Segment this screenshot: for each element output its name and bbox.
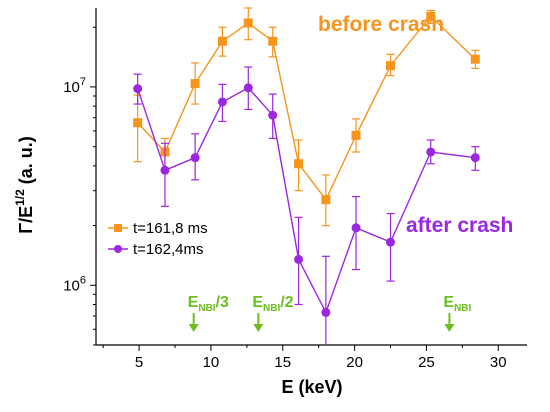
- x-axis-title: E (keV): [281, 377, 342, 397]
- series-1: [133, 7, 480, 227]
- annotation-after-crash: after crash: [406, 214, 513, 237]
- data-point: [190, 153, 200, 163]
- y-axis-title: Γ/E1/2 (a. u.): [13, 136, 36, 234]
- data-point: [243, 83, 253, 93]
- y-tick-label: 106: [63, 274, 86, 294]
- data-point: [217, 97, 227, 107]
- data-point: [243, 18, 253, 28]
- series-line: [137, 15, 476, 202]
- legend-marker-series-2: [114, 245, 122, 253]
- nbi-marker: ENBI/2: [252, 294, 294, 332]
- data-point: [351, 223, 361, 233]
- data-point: [426, 11, 436, 21]
- nbi-arrow-head: [444, 324, 455, 332]
- nbi-markers: ENBI/3 ENBI/2 ENBI: [188, 294, 472, 332]
- plot-frame-layer: [95, 8, 527, 346]
- nbi-label: ENBI: [443, 294, 471, 314]
- data-point: [133, 84, 143, 94]
- nbi-marker: ENBI: [443, 294, 472, 332]
- x-tick-label: 15: [274, 354, 291, 371]
- series-layer: [133, 7, 480, 345]
- data-point: [160, 165, 170, 175]
- legend-label-series-1: t=161,8 ms: [133, 220, 208, 237]
- data-point: [133, 118, 143, 128]
- data-point: [351, 130, 361, 140]
- data-point: [190, 79, 200, 89]
- nbi-arrow-head: [253, 324, 264, 332]
- annotation-before-crash: before crash: [318, 13, 444, 36]
- y-tick-label: 107: [63, 76, 86, 96]
- data-point: [321, 307, 331, 317]
- x-tick-label: 5: [135, 354, 143, 371]
- nbi-arrow-head: [188, 324, 199, 332]
- nbi-label: ENBI/3: [188, 294, 229, 314]
- data-point: [268, 36, 278, 46]
- x-tick-label: 25: [418, 354, 435, 371]
- data-point: [470, 153, 480, 163]
- data-point: [386, 61, 396, 71]
- nbi-marker: ENBI/3: [188, 294, 229, 332]
- data-point: [294, 159, 304, 169]
- x-tick-label: 30: [490, 354, 507, 371]
- y-axis-title-sup: 1/2: [13, 189, 27, 206]
- legend-marker-series-1: [114, 224, 122, 232]
- y-axis-title-unit: (a. u.): [16, 136, 36, 189]
- data-point: [217, 36, 227, 46]
- x-tick-label: 20: [346, 354, 363, 371]
- data-point: [294, 254, 304, 264]
- ticks-layer: 5 10 15 20 25 30 106 107: [63, 26, 507, 371]
- series-2: [133, 66, 480, 345]
- nbi-label: ENBI/2: [252, 294, 293, 314]
- series-line: [137, 86, 476, 315]
- y-axis-title-main: Γ/E: [16, 206, 36, 234]
- x-tick-label: 10: [203, 354, 220, 371]
- legend: t=161,8 ms t=162,4ms: [108, 220, 208, 258]
- data-point: [268, 110, 278, 120]
- data-point: [386, 237, 396, 247]
- legend-label-series-2: t=162,4ms: [133, 241, 203, 258]
- data-point: [426, 147, 436, 157]
- data-point: [321, 195, 331, 205]
- data-point: [470, 54, 480, 64]
